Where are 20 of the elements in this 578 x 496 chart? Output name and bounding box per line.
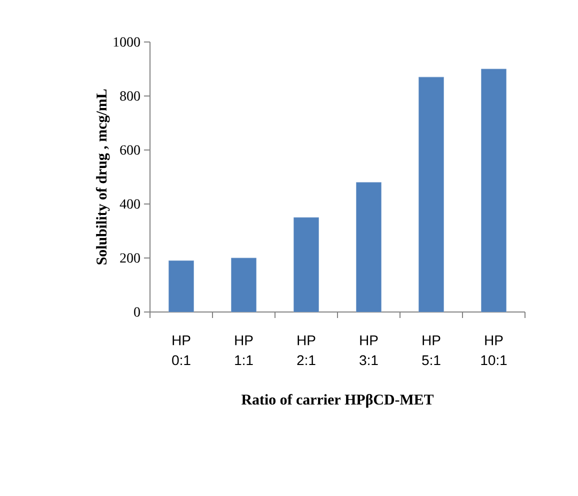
- x-axis-title: Ratio of carrier HPβCD-MET: [241, 394, 434, 408]
- x-tick-label: HP 1:1: [235, 336, 253, 366]
- y-tick-label: 1000: [114, 37, 140, 47]
- y-tick-label: 200: [120, 253, 140, 263]
- x-tick-label: HP 0:1: [172, 336, 190, 366]
- bar: [294, 217, 319, 312]
- x-tick-label: HP 10:1: [481, 336, 507, 366]
- bar: [231, 258, 256, 312]
- y-axis-title: Solubility of drug , mcg/mL: [96, 89, 110, 264]
- x-tick-label: HP 5:1: [422, 336, 440, 366]
- bar: [168, 260, 194, 312]
- y-tick-label: 600: [120, 145, 140, 155]
- bar: [481, 68, 506, 312]
- x-tick-label: HP 2:1: [297, 336, 316, 366]
- bar: [418, 76, 444, 312]
- y-tick-label: 800: [120, 91, 140, 101]
- x-tick-label: HP 3:1: [360, 336, 378, 366]
- y-tick-label: 400: [120, 199, 140, 209]
- bar: [356, 182, 382, 312]
- y-tick-label: 0: [134, 307, 140, 317]
